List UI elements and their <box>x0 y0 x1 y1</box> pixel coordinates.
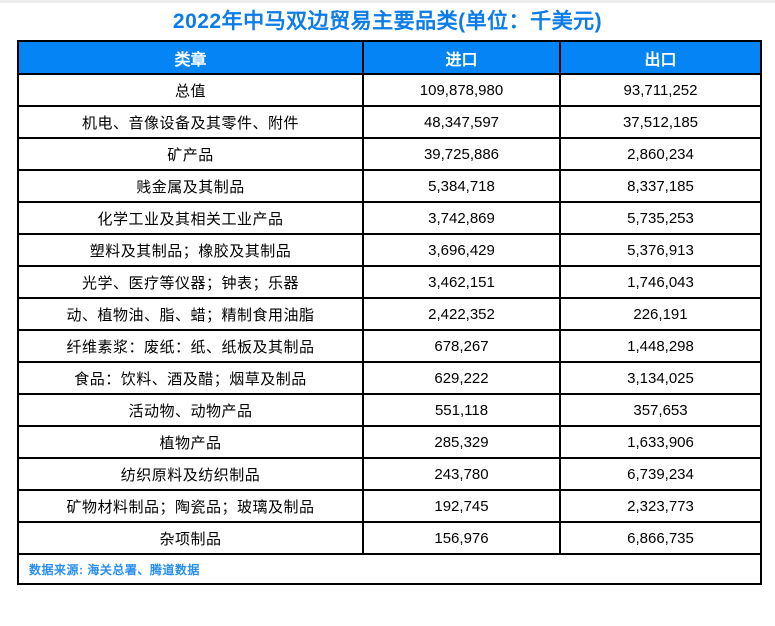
column-header-category: 类章 <box>17 40 364 75</box>
import-cell: 156,976 <box>362 521 561 555</box>
category-cell: 矿产品 <box>17 137 364 171</box>
import-cell: 3,696,429 <box>362 233 561 267</box>
category-cell: 机电、音像设备及其零件、附件 <box>17 105 364 139</box>
table-row: 植物产品 285,329 1,633,906 <box>17 425 762 459</box>
export-cell: 357,653 <box>559 393 762 427</box>
category-cell: 活动物、动物产品 <box>17 393 364 427</box>
category-cell: 贱金属及其制品 <box>17 169 364 203</box>
column-header-export: 出口 <box>559 40 762 75</box>
import-cell: 2,422,352 <box>362 297 561 331</box>
category-cell: 化学工业及其相关工业产品 <box>17 201 364 235</box>
trade-table: 类章 进口 出口 总值 109,878,980 93,711,252 机电、音像… <box>17 40 762 585</box>
export-cell: 226,191 <box>559 297 762 331</box>
export-cell: 93,711,252 <box>559 73 762 107</box>
import-cell: 48,347,597 <box>362 105 561 139</box>
export-cell: 5,376,913 <box>559 233 762 267</box>
import-cell: 551,118 <box>362 393 561 427</box>
table-row: 机电、音像设备及其零件、附件 48,347,597 37,512,185 <box>17 105 762 139</box>
import-cell: 678,267 <box>362 329 561 363</box>
import-cell: 192,745 <box>362 489 561 523</box>
import-cell: 285,329 <box>362 425 561 459</box>
import-cell: 5,384,718 <box>362 169 561 203</box>
export-cell: 6,866,735 <box>559 521 762 555</box>
import-cell: 109,878,980 <box>362 73 561 107</box>
page-title: 2022年中马双边贸易主要品类(单位：千美元) <box>172 10 603 33</box>
table-row: 矿产品 39,725,886 2,860,234 <box>17 137 762 171</box>
category-cell: 纤维素浆：废纸：纸、纸板及其制品 <box>17 329 364 363</box>
import-cell: 39,725,886 <box>362 137 561 171</box>
import-cell: 3,462,151 <box>362 265 561 299</box>
import-cell: 3,742,869 <box>362 201 561 235</box>
table-row: 化学工业及其相关工业产品 3,742,869 5,735,253 <box>17 201 762 235</box>
export-cell: 5,735,253 <box>559 201 762 235</box>
table-row: 活动物、动物产品 551,118 357,653 <box>17 393 762 427</box>
table-row: 纤维素浆：废纸：纸、纸板及其制品 678,267 1,448,298 <box>17 329 762 363</box>
import-cell: 243,780 <box>362 457 561 491</box>
column-header-import: 进口 <box>362 40 561 75</box>
category-cell: 总值 <box>17 73 364 107</box>
table-row: 纺织原料及纺织制品 243,780 6,739,234 <box>17 457 762 491</box>
table-row: 矿物材料制品；陶瓷品；玻璃及制品 192,745 2,323,773 <box>17 489 762 523</box>
export-cell: 37,512,185 <box>559 105 762 139</box>
export-cell: 6,739,234 <box>559 457 762 491</box>
category-cell: 杂项制品 <box>17 521 364 555</box>
category-cell: 光学、医疗等仪器；钟表；乐器 <box>17 265 364 299</box>
category-cell: 动、植物油、脂、蜡；精制食用油脂 <box>17 297 364 331</box>
export-cell: 1,633,906 <box>559 425 762 459</box>
export-cell: 2,860,234 <box>559 137 762 171</box>
category-cell: 塑料及其制品；橡胶及其制品 <box>17 233 364 267</box>
export-cell: 1,448,298 <box>559 329 762 363</box>
table-row: 食品：饮料、酒及醋；烟草及制品 629,222 3,134,025 <box>17 361 762 395</box>
export-cell: 3,134,025 <box>559 361 762 395</box>
import-cell: 629,222 <box>362 361 561 395</box>
table-row: 塑料及其制品；橡胶及其制品 3,696,429 5,376,913 <box>17 233 762 267</box>
category-cell: 植物产品 <box>17 425 364 459</box>
table-row: 光学、医疗等仪器；钟表；乐器 3,462,151 1,746,043 <box>17 265 762 299</box>
category-cell: 矿物材料制品；陶瓷品；玻璃及制品 <box>17 489 364 523</box>
table-row: 动、植物油、脂、蜡；精制食用油脂 2,422,352 226,191 <box>17 297 762 331</box>
table-row: 杂项制品 156,976 6,866,735 <box>17 521 762 555</box>
table-source-row: 数据来源: 海关总署、腾道数据 <box>17 553 762 585</box>
top-edge-strip <box>0 0 775 3</box>
table-row: 贱金属及其制品 5,384,718 8,337,185 <box>17 169 762 203</box>
export-cell: 1,746,043 <box>559 265 762 299</box>
data-source-note: 数据来源: 海关总署、腾道数据 <box>17 553 762 585</box>
export-cell: 8,337,185 <box>559 169 762 203</box>
export-cell: 2,323,773 <box>559 489 762 523</box>
table-header-row: 类章 进口 出口 <box>17 40 762 75</box>
category-cell: 纺织原料及纺织制品 <box>17 457 364 491</box>
table-row: 总值 109,878,980 93,711,252 <box>17 73 762 107</box>
category-cell: 食品：饮料、酒及醋；烟草及制品 <box>17 361 364 395</box>
